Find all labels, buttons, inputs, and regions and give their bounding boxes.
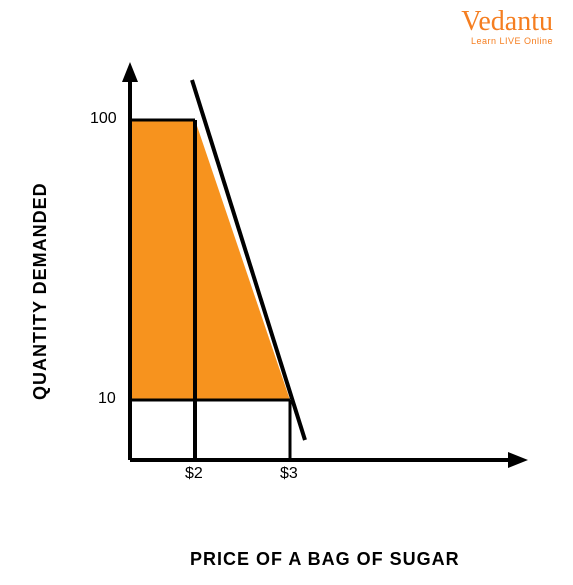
y-axis-arrow xyxy=(122,62,138,82)
ytick-100: 100 xyxy=(90,110,117,128)
xtick-3: $3 xyxy=(280,465,298,483)
x-axis-label: PRICE OF A BAG OF SUGAR xyxy=(190,549,460,570)
brand-logo: Vedantu Learn LIVE Online xyxy=(461,8,553,46)
xtick-2: $2 xyxy=(185,465,203,483)
consumer-surplus-fill xyxy=(130,120,290,400)
logo-main: Vedantu xyxy=(461,8,553,36)
demand-chart: 100 10 $2 $3 QUANTITY DEMANDED PRICE OF … xyxy=(40,60,540,530)
logo-sub: Learn LIVE Online xyxy=(461,36,553,46)
x-axis-arrow xyxy=(508,452,528,468)
y-axis-label: QUANTITY DEMANDED xyxy=(30,182,51,400)
ytick-10: 10 xyxy=(98,390,116,408)
chart-svg xyxy=(80,60,540,480)
